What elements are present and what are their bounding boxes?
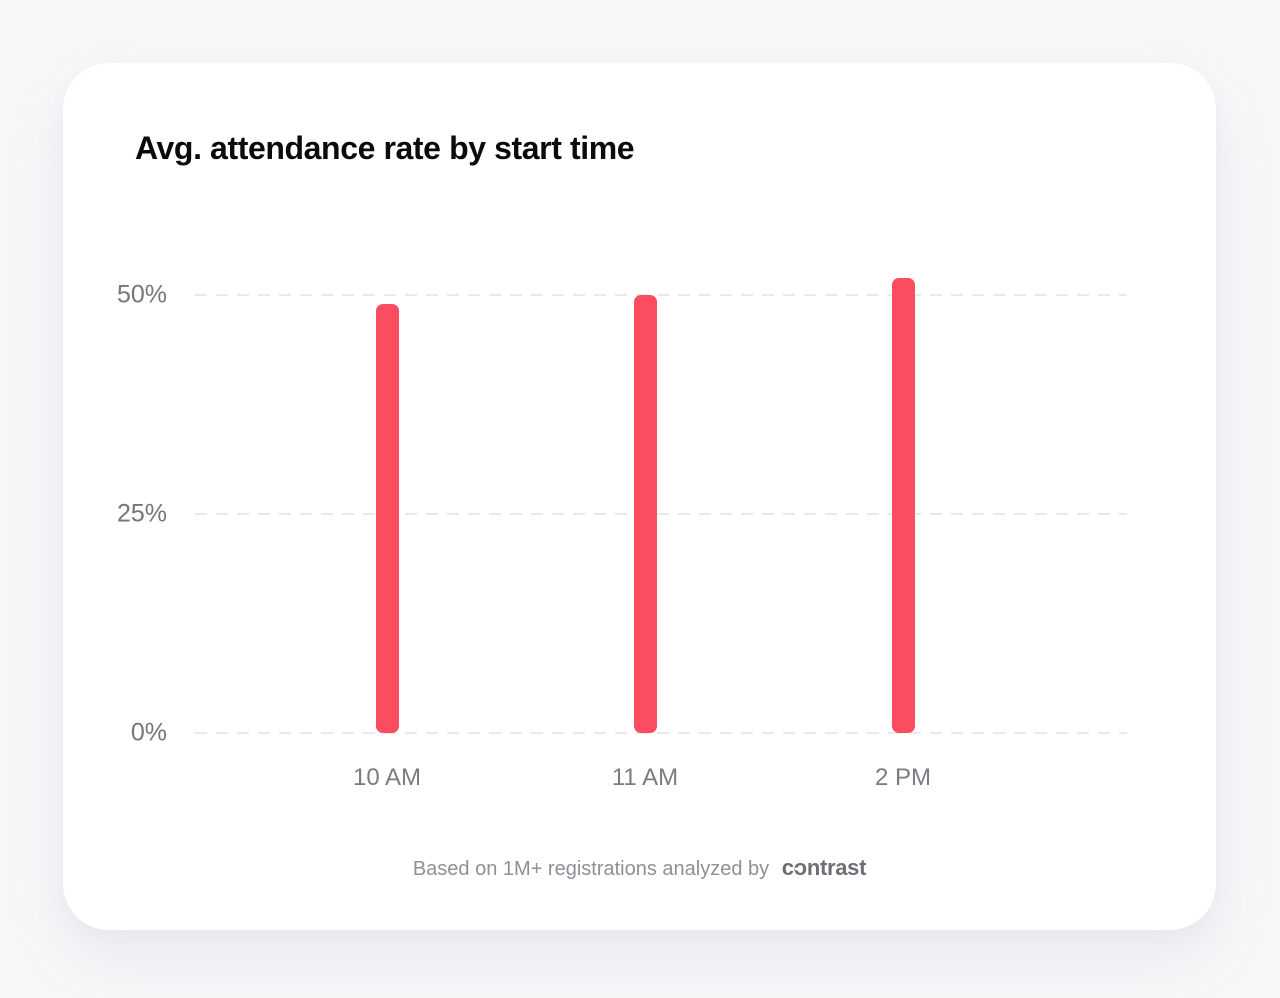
y-axis-labels: 0% 25% 50% [63,260,181,747]
bar [375,303,399,733]
x-axis-labels: 10 AM 11 AM 2 PM [195,763,1127,793]
footer: Based on 1M+ registrations analyzed by c… [63,854,1216,883]
brand-wordmark: contrast [781,855,867,880]
y-axis-tick-label: 25% [116,499,167,528]
bar-chart: 0% 25% 50% [63,260,1216,747]
footer-text: Based on 1M+ registrations analyzed by [412,858,770,880]
x-axis-tick-label: 2 PM [874,764,931,791]
gridline [195,732,1127,734]
bar [633,295,657,733]
bar [891,277,915,733]
x-axis-tick-label: 11 AM [611,764,679,791]
bar-column [516,260,774,733]
chart-title: Avg. attendance rate by start time [135,130,635,166]
plot-area [195,260,1127,734]
gridline [195,513,1127,516]
y-axis-tick-label: 0% [130,718,167,747]
y-axis-tick-label: 50% [116,280,167,309]
grid-layer [195,260,1127,734]
brand-o-glyph: o [793,855,807,880]
chart-card: Avg. attendance rate by start time 0% 25%… [63,63,1216,930]
x-axis-tick-label: 10 AM [352,764,422,791]
bar-column [258,260,516,733]
gridline [195,294,1127,297]
bar-column [774,260,1032,733]
bars-row [195,260,1127,733]
